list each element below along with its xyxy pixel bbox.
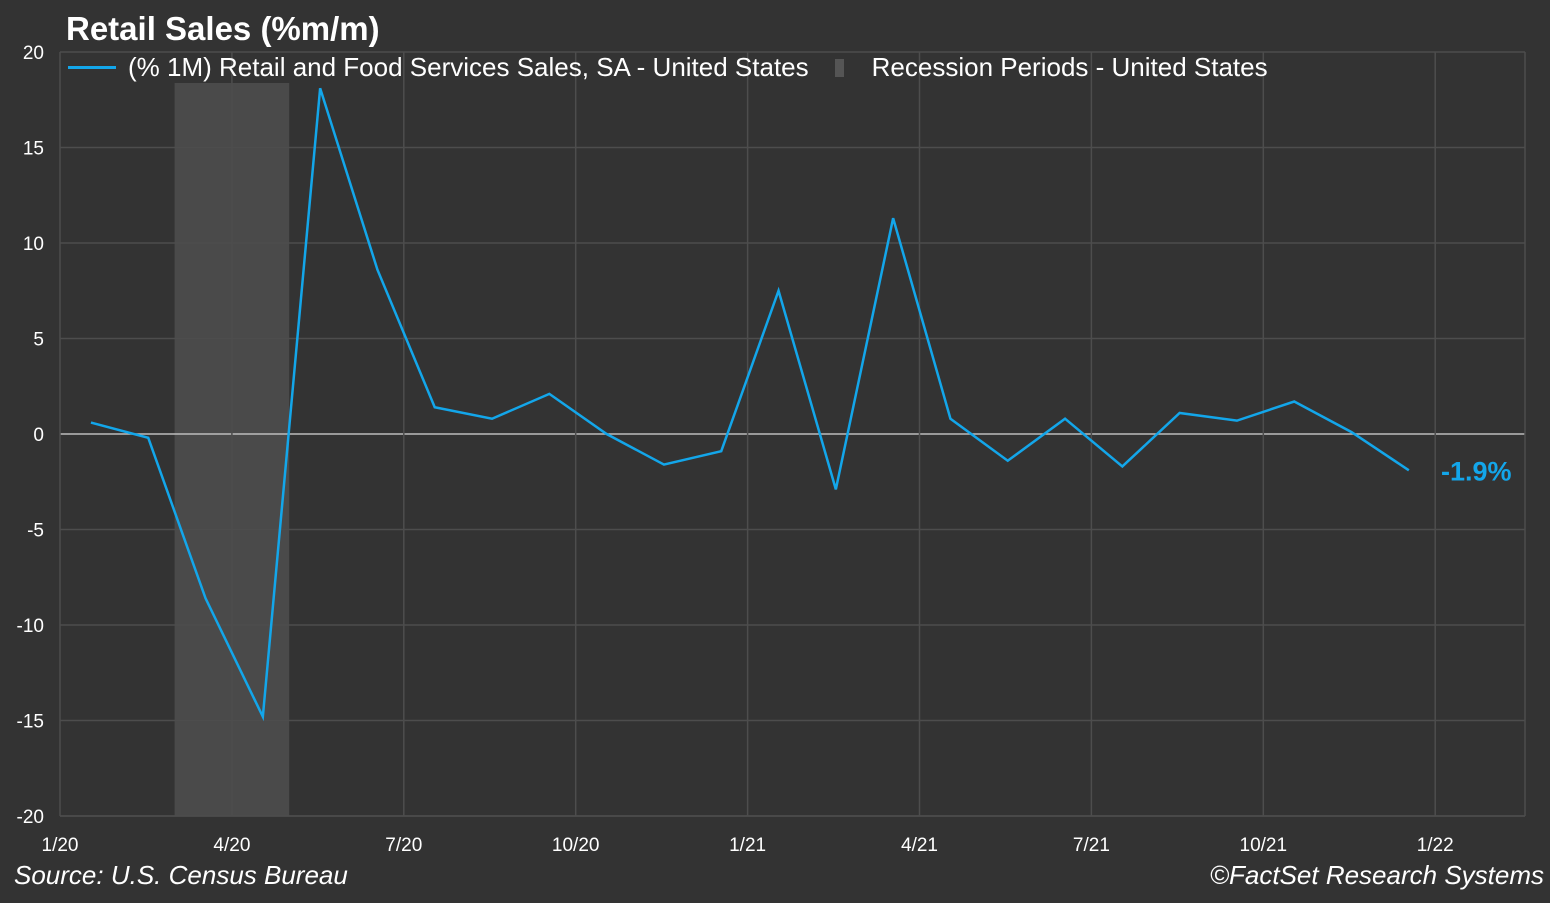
y-tick-label: 10	[23, 234, 44, 255]
y-tick-label: 20	[23, 43, 44, 64]
legend: (% 1M) Retail and Food Services Sales, S…	[68, 52, 1268, 83]
x-tick-label: 4/21	[901, 835, 938, 856]
legend-recession-swatch	[834, 58, 844, 77]
y-tick-label: -20	[17, 807, 44, 828]
y-tick-label: 5	[33, 330, 44, 351]
series-line	[90, 87, 1410, 722]
legend-recession-label: Recession Periods - United States	[871, 52, 1268, 82]
x-tick-label: 7/20	[385, 835, 422, 856]
y-tick-label: -10	[17, 616, 44, 637]
y-tick-label: 0	[33, 425, 44, 446]
last-value-label: -1.9%	[1441, 456, 1512, 486]
y-tick-label: -15	[17, 712, 44, 733]
x-tick-label: 1/22	[1417, 835, 1454, 856]
y-tick-label: 15	[23, 139, 44, 160]
copyright-note: ©FactSet Research Systems	[1209, 860, 1544, 890]
legend-series-label: (% 1M) Retail and Food Services Sales, S…	[128, 52, 809, 82]
x-tick-label: 4/20	[213, 835, 250, 856]
x-tick-label: 10/21	[1240, 835, 1288, 856]
legend-line-swatch	[68, 66, 116, 69]
source-note: Source: U.S. Census Bureau	[14, 860, 348, 890]
chart-title: Retail Sales (%m/m)	[66, 10, 380, 47]
x-tick-label: 1/21	[729, 835, 766, 856]
x-tick-label: 1/20	[42, 835, 79, 856]
y-tick-label: -5	[27, 521, 44, 542]
x-tick-label: 7/21	[1073, 835, 1110, 856]
x-tick-label: 10/20	[552, 835, 600, 856]
